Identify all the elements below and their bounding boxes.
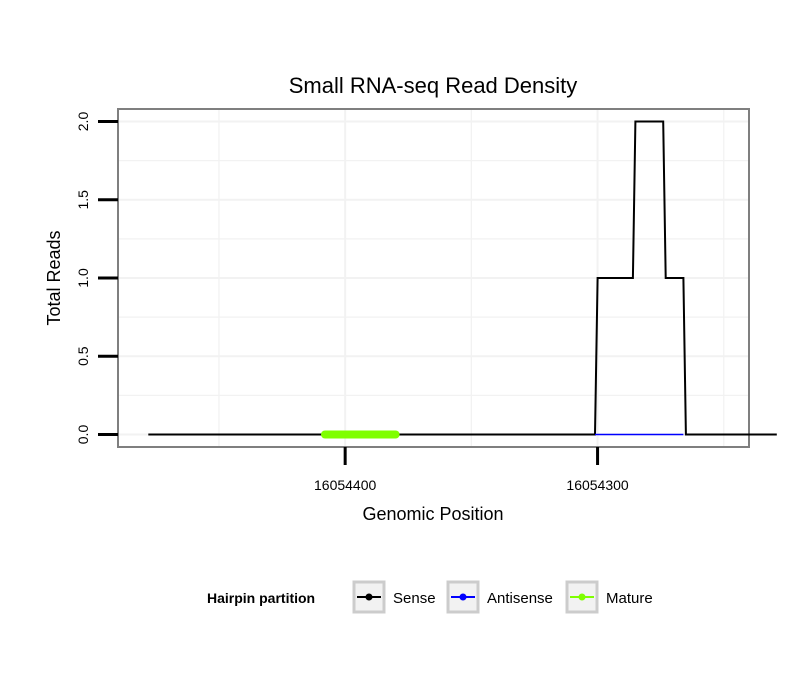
- y-tick-label: 0.0: [75, 425, 91, 445]
- plot-series: [148, 120, 777, 439]
- x-tick-label: 16054400: [314, 477, 377, 493]
- legend-key-point: [459, 593, 467, 601]
- plot-grid: [118, 109, 749, 447]
- legend-label-mature: Mature: [606, 590, 653, 607]
- y-axis: 0.0 0.5 1.0 1.5 2.0: [75, 112, 118, 445]
- series-sense-line: [148, 120, 777, 436]
- legend-label-antisense: Antisense: [487, 590, 553, 607]
- legend-key-point: [578, 593, 586, 601]
- chart-title: Small RNA-seq Read Density: [289, 73, 578, 98]
- y-axis-title: Total Reads: [44, 230, 64, 325]
- y-tick-label: 0.5: [75, 346, 91, 366]
- legend-title: Hairpin partition: [207, 590, 315, 606]
- legend: Hairpin partition Sense Antisense Mature: [207, 580, 653, 614]
- y-tick-label: 1.5: [75, 190, 91, 210]
- x-axis-title: Genomic Position: [362, 504, 503, 524]
- legend-key-point: [365, 593, 373, 601]
- legend-label-sense: Sense: [393, 590, 436, 607]
- y-tick-label: 2.0: [75, 112, 91, 132]
- x-axis: 16054400 16054300: [314, 447, 629, 493]
- y-tick-label: 1.0: [75, 268, 91, 288]
- x-tick-label: 16054300: [566, 477, 629, 493]
